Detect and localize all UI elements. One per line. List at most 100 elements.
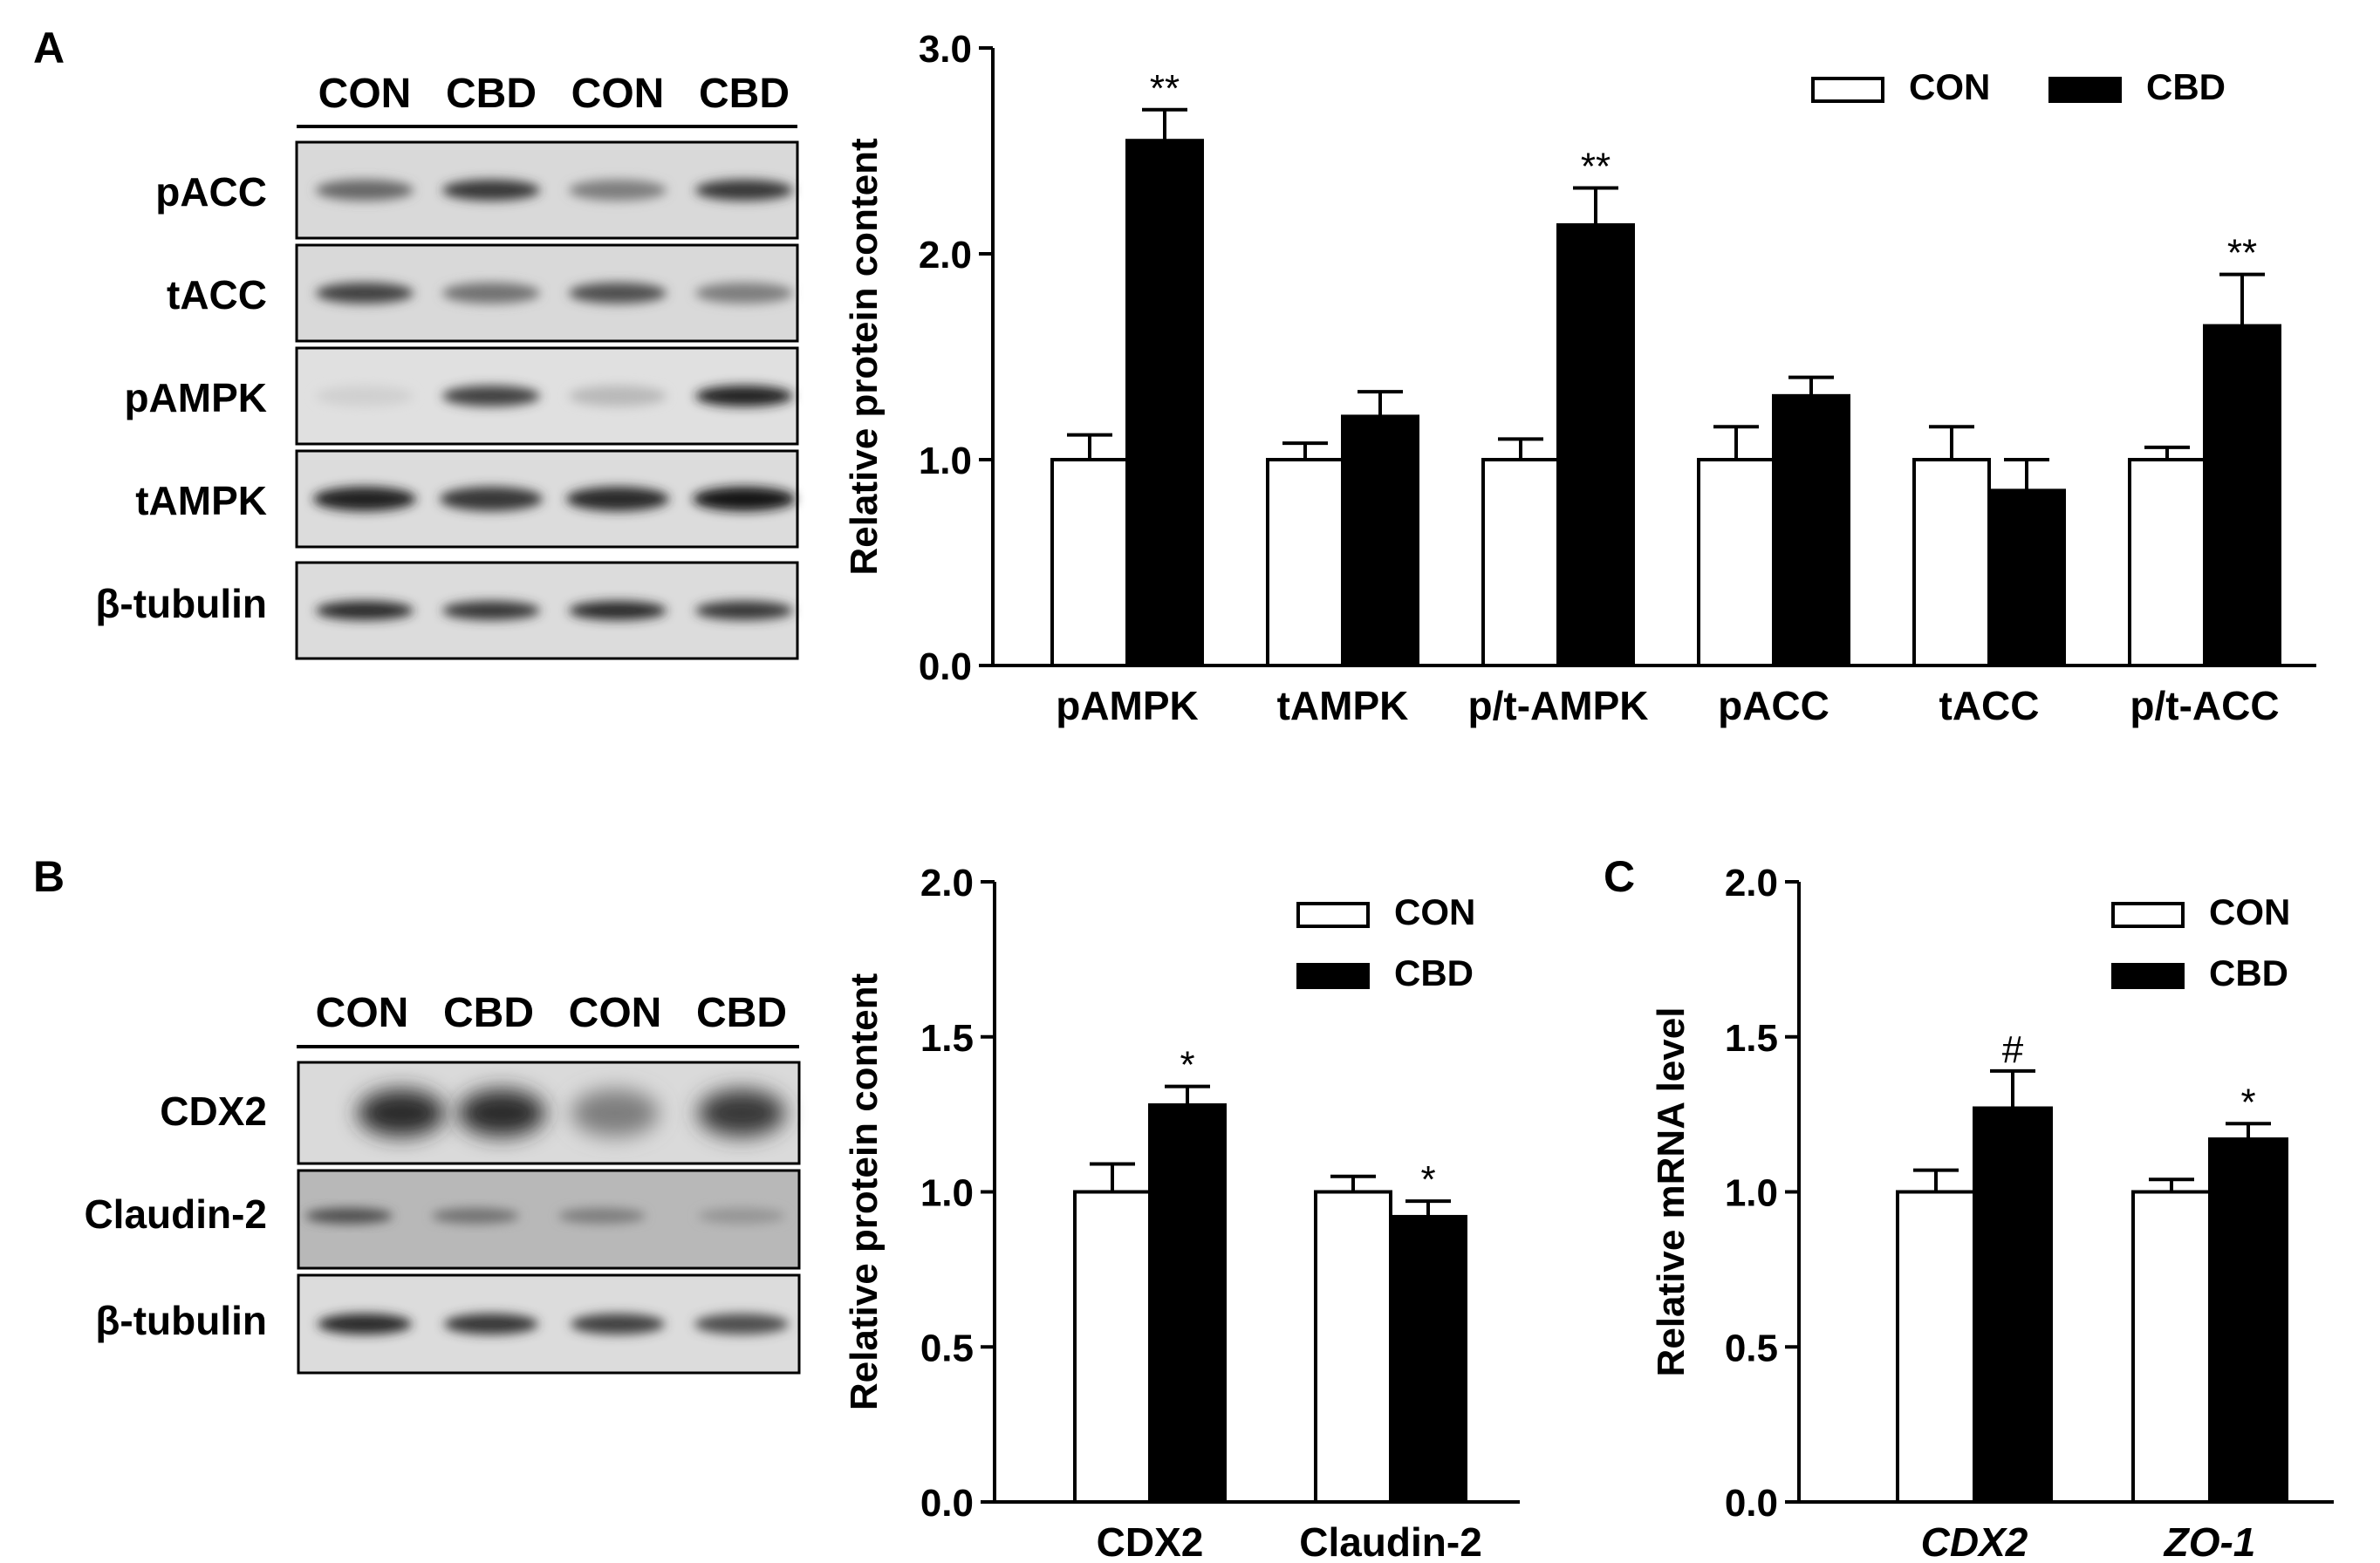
legend-label: CBD — [1394, 952, 1474, 993]
blot-band — [442, 283, 540, 304]
blot-band — [569, 180, 667, 201]
blot-band — [442, 386, 540, 406]
blot-band — [695, 283, 793, 304]
bar — [1389, 1214, 1467, 1504]
blot-row: pAMPK — [124, 346, 799, 446]
y-tick-label: 1.0 — [919, 440, 972, 482]
blot-b-lane-label: CON — [316, 990, 409, 1036]
bar — [1987, 488, 2066, 668]
bar — [1266, 458, 1344, 667]
bar — [1556, 222, 1635, 667]
legend-label: CBD — [2209, 952, 2288, 993]
significance-marker: ** — [1581, 145, 1611, 188]
blot-row: tACC — [167, 243, 799, 343]
x-category-label: CDX2 — [1921, 1519, 2028, 1563]
panel-label-c: C — [1604, 852, 1635, 901]
blot-row-label: tACC — [167, 272, 267, 317]
blot-row-label: Claudin-2 — [84, 1191, 267, 1237]
blot-band — [571, 1314, 665, 1334]
blot-band — [316, 386, 414, 406]
x-category-label: ZO-1 — [2163, 1519, 2256, 1563]
x-category-label: p/t-AMPK — [1468, 683, 1649, 728]
blot-band — [698, 1208, 785, 1224]
blot-row-label: CDX2 — [160, 1089, 267, 1134]
blot-a-lane-label: CON — [318, 71, 412, 117]
x-category-label: pACC — [1718, 683, 1829, 728]
bar — [2131, 1190, 2212, 1504]
bar — [1125, 139, 1204, 667]
y-tick-label: 0.5 — [1725, 1327, 1778, 1369]
blot-band — [571, 1089, 659, 1136]
blot-row: Claudin-2 — [84, 1169, 801, 1270]
significance-marker: * — [2240, 1081, 2255, 1123]
blot-row: tAMPK — [135, 449, 799, 549]
blot-band — [316, 601, 414, 620]
bar — [2208, 1137, 2288, 1504]
x-category-label: Claudin-2 — [1299, 1519, 1482, 1563]
western-blot-b: CON CBD CON CBD CDX2 Claudin-2 β-tubulin — [84, 990, 801, 1375]
blot-band — [695, 386, 793, 406]
bar — [1973, 1106, 2053, 1504]
blot-band — [316, 180, 414, 201]
x-category-label: CDX2 — [1097, 1519, 1204, 1563]
western-blot-a: CON CBD CON CBD pACC tACC pAMPK tAMPK β-… — [95, 71, 799, 660]
blot-row: CDX2 — [160, 1061, 801, 1165]
blot-row: pACC — [155, 140, 799, 240]
y-tick-label: 2.0 — [919, 234, 972, 276]
y-tick-label: 2.0 — [1725, 862, 1778, 904]
blot-a-lane-label: CBD — [699, 71, 790, 117]
legend-swatch — [1296, 963, 1370, 989]
legend-swatch — [2111, 902, 2185, 928]
significance-marker: ** — [2227, 232, 2257, 275]
bar — [1314, 1190, 1392, 1504]
y-axis-label: Relative protein content — [843, 973, 886, 1411]
x-category-label: pAMPK — [1056, 683, 1199, 728]
blot-row-label: β-tubulin — [95, 581, 267, 626]
blot-band — [444, 1314, 538, 1334]
bar — [2203, 324, 2281, 667]
panel-label-b: B — [33, 852, 65, 901]
blot-band — [318, 1314, 412, 1334]
legend-swatch — [1811, 77, 1884, 103]
legend-label: CBD — [2146, 66, 2226, 107]
x-category-label: p/t-ACC — [2130, 683, 2279, 728]
blot-row-label: tAMPK — [135, 478, 267, 523]
y-tick-label: 1.0 — [1725, 1172, 1778, 1215]
panel-label-a: A — [33, 24, 65, 72]
y-tick-label: 1.5 — [920, 1017, 974, 1060]
legend-swatch — [1296, 902, 1370, 928]
chart-b: 0.0 0.5 1.0 1.5 2.0 Relative protein content *… — [843, 862, 1520, 1563]
blot-band — [566, 487, 669, 511]
blot-a-lane-label: CBD — [446, 71, 537, 117]
blot-band — [316, 283, 414, 304]
blot-band — [458, 1089, 545, 1136]
y-tick-label: 0.0 — [919, 645, 972, 688]
legend-swatch — [2048, 77, 2122, 103]
blot-row: β-tubulin — [95, 561, 799, 660]
blot-row-label: β-tubulin — [95, 1298, 267, 1343]
blot-band — [694, 1314, 789, 1334]
y-tick-label: 0.5 — [920, 1327, 974, 1369]
significance-marker: # — [2002, 1028, 2024, 1071]
blot-band — [569, 601, 667, 620]
blot-band — [358, 1089, 445, 1136]
blot-b-lane-label: CBD — [696, 990, 787, 1036]
bar — [2128, 458, 2206, 667]
blot-b-lane-label: CBD — [443, 990, 534, 1036]
bar — [1896, 1190, 1976, 1504]
blot-band — [569, 386, 667, 406]
blot-row-label: pAMPK — [124, 375, 267, 420]
blot-band — [442, 601, 540, 620]
blot-band — [569, 283, 667, 304]
bar — [1481, 458, 1560, 667]
legend-label: CON — [1909, 66, 1990, 107]
blot-b-lane-label: CON — [569, 990, 662, 1036]
bar — [1697, 458, 1775, 667]
y-tick-label: 1.0 — [920, 1172, 974, 1215]
blot-row-label: pACC — [155, 169, 267, 215]
blot-a-lane-label: CON — [571, 71, 665, 117]
bar — [1772, 393, 1850, 667]
y-axis-label: Relative protein content — [843, 138, 886, 576]
significance-marker: ** — [1150, 67, 1180, 110]
